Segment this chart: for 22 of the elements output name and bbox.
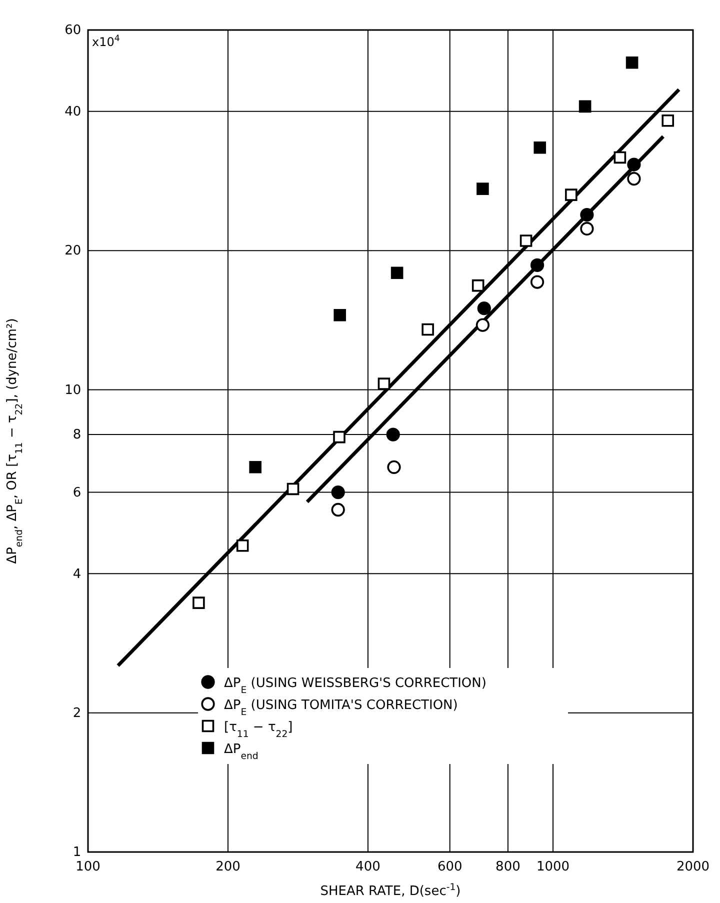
x-tick-label: 600	[437, 860, 462, 875]
y-tick-label: 20	[64, 244, 82, 259]
x-axis-title: SHEAR RATE, D(sec$^{-1}$)	[320, 882, 461, 899]
x-tick-label: 1000	[536, 860, 570, 875]
x-tick-label: 400	[356, 860, 380, 875]
legend-label: ΔP$_{end}$	[224, 742, 258, 762]
y-tick-label: 8	[72, 428, 82, 443]
y-tick-label: 1	[72, 845, 82, 860]
legend-label: ΔP$_{E}$ (USING TOMITA'S CORRECTION)	[224, 698, 458, 718]
legend-label: [τ$_{11}$ − τ$_{22}$]	[224, 720, 293, 740]
x-tick-label: 200	[216, 860, 240, 875]
y-tick-label: 6	[72, 485, 82, 500]
y-tick-label: 40	[64, 104, 82, 120]
annotation: x10$^{4}$	[92, 34, 120, 49]
y-tick-label: 60	[64, 23, 82, 38]
x-tick-label: 2000	[676, 860, 710, 875]
y-tick-label: 4	[72, 566, 82, 582]
y-tick-label: 2	[72, 706, 82, 721]
legend-label: ΔP$_{E}$ (USING WEISSBERG'S CORRECTION)	[224, 676, 486, 696]
y-tick-label: 10	[64, 382, 82, 398]
x-tick-label: 100	[76, 860, 100, 875]
x-tick-label: 800	[496, 860, 520, 875]
